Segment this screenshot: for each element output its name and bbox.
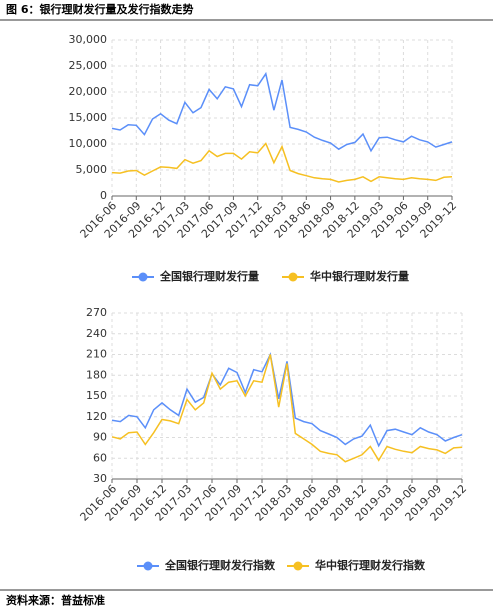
series-line: [111, 71, 453, 153]
legend-label: 全国银行理财发行指数: [164, 558, 276, 572]
y-tick-label: 30: [93, 472, 107, 485]
y-tick-label: 10,000: [69, 137, 108, 150]
legend-marker: [288, 272, 298, 282]
figure-title: 图 6：银行理财发行量及发行指数走势: [6, 2, 193, 16]
y-tick-label: 150: [86, 389, 107, 402]
legend-label: 全国银行理财发行量: [159, 269, 259, 283]
legend-marker: [143, 561, 153, 571]
legend-marker: [293, 561, 303, 571]
y-tick-label: 240: [86, 327, 107, 340]
legend-label: 华中银行理财发行指数: [315, 558, 426, 572]
y-tick-label: 30,000: [69, 33, 108, 46]
y-tick-label: 270: [86, 306, 107, 319]
legend-label: 华中银行理财发行量: [310, 269, 409, 283]
y-tick-label: 15,000: [69, 111, 108, 124]
y-tick-label: 0: [100, 189, 107, 202]
series-line: [111, 352, 463, 448]
source-note: 资料来源：普益标准: [6, 593, 105, 607]
y-tick-label: 180: [86, 368, 107, 381]
y-tick-label: 25,000: [69, 59, 108, 72]
y-tick-label: 20,000: [69, 85, 108, 98]
series-line: [111, 142, 453, 183]
y-tick-label: 120: [86, 410, 107, 423]
y-tick-label: 210: [86, 348, 107, 361]
legend-marker: [138, 272, 148, 282]
series-line: [111, 354, 463, 463]
y-tick-label: 90: [93, 431, 107, 444]
y-tick-label: 5,000: [76, 163, 108, 176]
y-tick-label: 60: [93, 451, 107, 464]
